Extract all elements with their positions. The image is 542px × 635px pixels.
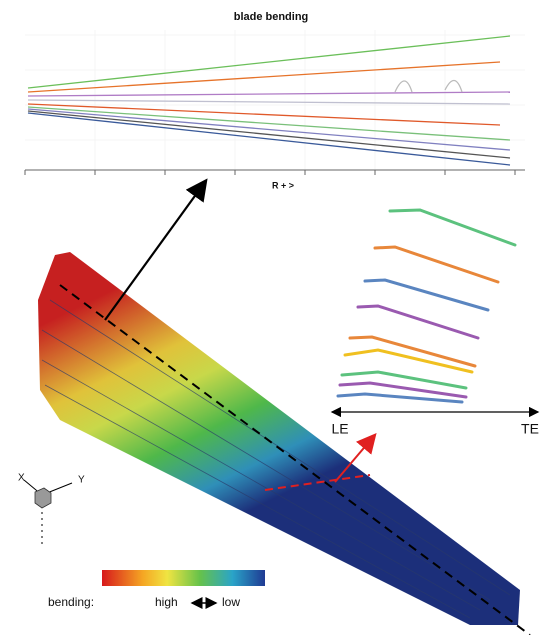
le-label: LE	[331, 421, 348, 437]
cross-sections	[336, 208, 517, 404]
color-legend: bending: high low	[48, 570, 265, 609]
pointer-arrow	[104, 178, 208, 321]
section-line	[264, 474, 371, 491]
x-axis-label: R + >	[272, 180, 294, 190]
blade-render	[38, 252, 531, 635]
legend-low: low	[222, 595, 240, 609]
plot-title: blade bending	[234, 11, 309, 23]
legend-high: high	[155, 595, 178, 609]
colorbar	[102, 570, 265, 586]
axes-triad: X Y	[18, 473, 85, 548]
axis-x-label: X	[18, 473, 25, 484]
section-arrow	[334, 432, 377, 483]
legend-label: bending:	[48, 595, 94, 609]
axis-y-label: Y	[78, 475, 85, 486]
te-label: TE	[521, 421, 539, 437]
bending-plot: blade bending R + >	[24, 11, 525, 190]
bending-curves	[27, 35, 511, 166]
